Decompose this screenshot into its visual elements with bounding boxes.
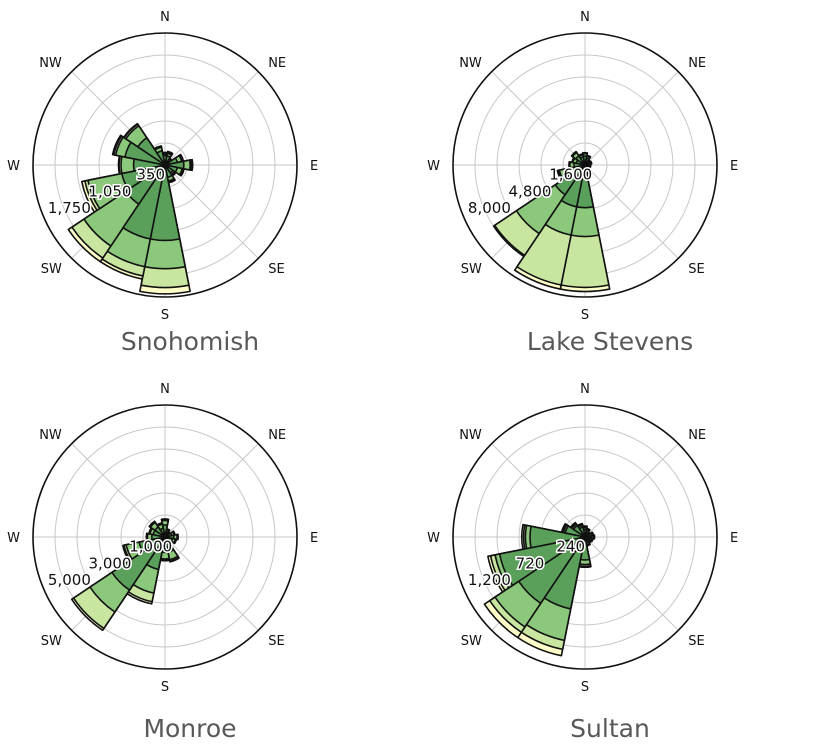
windrose-bar-wsw xyxy=(498,536,586,587)
compass-label-e: E xyxy=(310,159,318,174)
windrose-bar-wsw xyxy=(121,164,166,191)
radial-tick-label: 5,000 xyxy=(48,571,91,589)
radial-tick-label: 350 xyxy=(136,165,165,183)
compass-label-nw: NW xyxy=(39,56,62,71)
grid-spoke xyxy=(584,71,679,166)
windrose-panel-sultan: N NE E SE S SW W NW 240 720 1,200 Sultan xyxy=(420,372,800,744)
windrose-bar-nnw xyxy=(156,150,166,166)
windrose-bar-nnw xyxy=(578,526,586,538)
windrose-panel-lake-stevens: N NE E SE S SW W NW 1,600 4,800 8,000 Lake Stevens xyxy=(420,0,800,372)
compass-label-ne: NE xyxy=(688,428,706,443)
windrose-bar-ssw xyxy=(560,164,586,208)
compass-label-n: N xyxy=(580,10,590,25)
windrose-bar-wsw xyxy=(138,536,166,553)
grid-spoke xyxy=(584,536,679,631)
compass-label-nw: NW xyxy=(39,428,62,443)
compass-label-w: W xyxy=(7,159,20,174)
radial-tick-label: 1,750 xyxy=(48,199,91,217)
windrose-bar-sw xyxy=(111,536,166,591)
grid-spoke xyxy=(164,71,259,166)
grid-spoke xyxy=(164,164,259,259)
compass-label-w: W xyxy=(427,531,440,546)
radial-tick-label: 1,200 xyxy=(468,571,511,589)
outer-ring xyxy=(452,32,718,298)
radial-tick-label: 8,000 xyxy=(468,199,511,217)
windrose-chart: N NE E SE S SW W NW 240 720 1,200 xyxy=(427,382,738,695)
compass-label-e: E xyxy=(730,159,738,174)
chart-title: Sultan xyxy=(570,714,650,743)
radial-tick-label: 1,050 xyxy=(89,182,132,200)
compass-label-nw: NW xyxy=(459,56,482,71)
compass-label-s: S xyxy=(161,680,169,695)
chart-title: Monroe xyxy=(143,714,237,743)
compass-label-se: SE xyxy=(688,634,704,649)
windrose-panel-snohomish: N NE E SE S SW W NW 350 1,050 1,750 Snohomish xyxy=(0,0,380,372)
grid-spoke xyxy=(164,443,259,538)
windrose-bar-sw xyxy=(125,164,166,205)
compass-label-s: S xyxy=(161,308,169,323)
compass-label-sw: SW xyxy=(461,262,482,277)
grid-spoke xyxy=(164,536,259,631)
compass-label-n: N xyxy=(160,382,170,397)
radial-tick-label: 4,800 xyxy=(509,182,552,200)
windrose-bar-ssw xyxy=(122,164,166,240)
compass-label-sw: SW xyxy=(41,634,62,649)
compass-label-w: W xyxy=(427,159,440,174)
grid-spoke xyxy=(584,443,679,538)
grid-spoke xyxy=(491,71,586,166)
radial-tick-label: 1,600 xyxy=(549,165,592,183)
compass-label-e: E xyxy=(310,531,318,546)
grid-spoke xyxy=(491,443,586,538)
windrose-bar-wnw xyxy=(124,141,166,166)
compass-label-s: S xyxy=(581,680,589,695)
radial-tick-label: 720 xyxy=(516,554,545,572)
compass-label-s: S xyxy=(581,308,589,323)
windrose-bar-wsw xyxy=(566,164,586,176)
radial-tick-label: 3,000 xyxy=(89,554,132,572)
outer-ring xyxy=(452,404,718,670)
radial-tick-label: 1,000 xyxy=(129,537,172,555)
windrose-bar-sw xyxy=(554,164,586,196)
windrose-bar-nw xyxy=(137,137,166,166)
compass-label-se: SE xyxy=(688,262,704,277)
outer-ring xyxy=(32,32,298,298)
compass-label-sw: SW xyxy=(41,262,62,277)
windrose-panel-monroe: N NE E SE S SW W NW 1,000 3,000 5,000 Monroe xyxy=(0,372,380,744)
compass-label-w: W xyxy=(7,531,20,546)
compass-label-e: E xyxy=(730,531,738,546)
windrose-bar-nnw xyxy=(579,156,586,166)
grid-spoke xyxy=(584,164,679,259)
windrose-bar-nnw xyxy=(159,527,166,538)
compass-label-se: SE xyxy=(268,262,284,277)
radial-tick-label: 240 xyxy=(556,537,585,555)
windrose-bar-w xyxy=(529,525,586,549)
compass-label-ne: NE xyxy=(268,428,286,443)
outer-ring xyxy=(32,404,298,670)
compass-label-n: N xyxy=(160,10,170,25)
grid-spoke xyxy=(71,443,166,538)
compass-label-ne: NE xyxy=(268,56,286,71)
windrose-bar-e xyxy=(164,160,185,170)
compass-label-ne: NE xyxy=(688,56,706,71)
compass-label-se: SE xyxy=(268,634,284,649)
chart-title: Snohomish xyxy=(120,327,260,356)
compass-label-nw: NW xyxy=(459,428,482,443)
chart-title: Lake Stevens xyxy=(526,327,694,356)
compass-label-sw: SW xyxy=(461,634,482,649)
compass-label-n: N xyxy=(580,382,590,397)
